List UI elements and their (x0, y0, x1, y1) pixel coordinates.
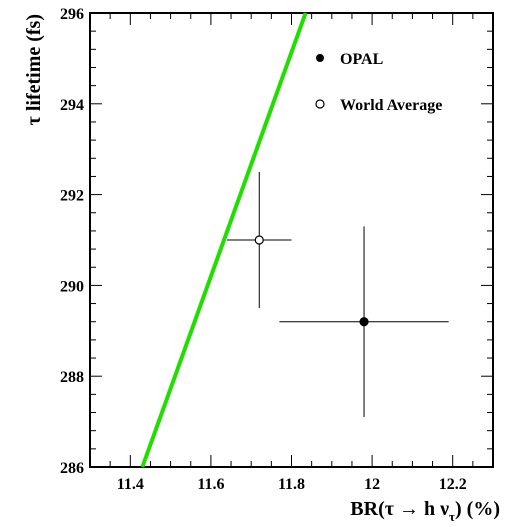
y-tick-label: 288 (60, 369, 84, 386)
data-point (359, 317, 369, 327)
axis-ticks: 11.4 11.6 11.8 12 12.2 286 288 290 292 294 296 (60, 6, 494, 493)
x-axis-title: BR(τ → h ντ) (%) (350, 498, 500, 524)
y-tick-label: 286 (60, 460, 84, 477)
x-tick-label: 11.6 (197, 476, 224, 493)
legend-world-average-marker (315, 99, 325, 109)
legend-world-average-label: World Average (340, 97, 442, 114)
y-tick-label: 294 (60, 97, 84, 114)
x-tick-label: 12.2 (439, 476, 467, 493)
y-tick-label: 290 (60, 278, 84, 295)
y-tick-label: 292 (60, 188, 84, 205)
legend: OPAL World Average (315, 51, 442, 114)
legend-opal-label: OPAL (340, 51, 383, 68)
x-tick-label: 11.4 (117, 476, 144, 493)
data-points (227, 171, 449, 418)
legend-opal-marker (316, 54, 324, 62)
y-axis-title: τ lifetime (fs) (23, 14, 45, 125)
x-tick-label: 12 (364, 476, 380, 493)
prediction-line (140, 12, 308, 468)
data-point (254, 235, 264, 245)
y-tick-label: 296 (60, 6, 84, 23)
x-tick-label: 11.8 (278, 476, 305, 493)
